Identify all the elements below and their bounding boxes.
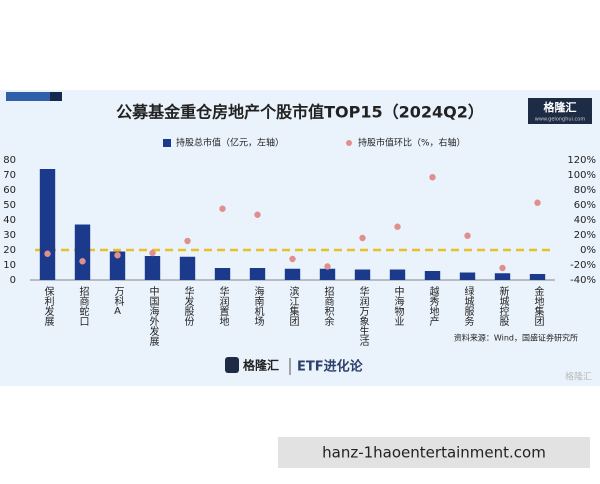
y2-tick-label: -20% (570, 260, 596, 271)
dot (499, 264, 506, 272)
dot (79, 258, 86, 265)
y-tick-label: 50 (3, 200, 16, 211)
x-tick-label: 新城控股 (497, 285, 509, 327)
x-tick-label: 海南机场 (252, 285, 264, 327)
x-tick-label: 华润置地 (217, 285, 229, 326)
y-tick-label: 60 (3, 185, 16, 196)
x-tick-label: 越秀地产 (427, 285, 439, 327)
y-tick-label: 30 (3, 230, 16, 241)
legend-label: 持股市值环比（%，右轴） (358, 137, 466, 149)
dot (44, 250, 51, 257)
y2-tick-label: 40% (574, 215, 596, 226)
url-text: hanz-1haoentertainment.com (322, 444, 546, 462)
bar (214, 268, 231, 280)
bar (284, 268, 301, 280)
y-tick-label: 0 (10, 275, 16, 286)
x-tick-label: 中海物业 (392, 285, 404, 326)
footer-logo: 格隆汇 (243, 358, 279, 373)
bar (354, 269, 371, 280)
source: 资料来源：Wind，国盛证券研究所 (454, 333, 578, 343)
bar (494, 273, 511, 280)
y-tick-label: 80 (3, 155, 16, 166)
y2-tick-label: 20% (574, 230, 596, 241)
bar (179, 256, 196, 280)
y-tick-label: 40 (3, 215, 16, 226)
dot (394, 223, 401, 230)
y2-tick-label: 80% (574, 185, 596, 196)
legend-label: 持股总市值（亿元，左轴） (176, 137, 284, 149)
footer-icon (225, 357, 239, 373)
x-tick-label: 万科A (112, 286, 124, 317)
dot (324, 263, 331, 270)
bar (74, 224, 91, 280)
bar (319, 268, 336, 280)
dot (464, 232, 471, 239)
bar (389, 269, 406, 280)
y2-tick-label: 60% (574, 200, 596, 211)
bar (459, 272, 476, 280)
legend-swatch (346, 140, 352, 146)
dot (429, 174, 436, 181)
footer-tag: ETF进化论 (297, 359, 364, 375)
y2-tick-label: -40% (570, 275, 596, 286)
logo-site: www.gelonghui.com (535, 117, 586, 123)
x-tick-label: 招商积余 (322, 285, 334, 327)
dot (219, 205, 226, 212)
decor (6, 92, 50, 101)
dot (359, 234, 366, 242)
logo: 格隆汇 (544, 100, 577, 114)
bar (144, 256, 161, 280)
y-tick-label: 10 (3, 260, 16, 271)
dot (289, 255, 296, 263)
x-tick-label: 绿城服务 (462, 285, 474, 327)
url-box (278, 437, 590, 468)
dot (184, 237, 191, 245)
bar (424, 271, 441, 280)
y2-tick-label: 120% (567, 155, 596, 166)
y-tick-label: 20 (3, 245, 16, 256)
x-tick-label: 华发股份 (182, 285, 194, 327)
x-tick-label: 华润万象生活 (357, 285, 369, 347)
legend-swatch (163, 139, 171, 147)
logo-box (528, 98, 592, 124)
dot (114, 252, 121, 259)
x-tick-label: 保利发展 (42, 285, 54, 327)
y2-tick-label: 100% (567, 170, 596, 181)
bar (249, 268, 266, 280)
dot (254, 211, 261, 218)
y-tick-label: 70 (3, 170, 16, 181)
y2-tick-label: 0% (580, 245, 596, 256)
bar (529, 274, 546, 280)
x-tick-label: 滨江集团 (287, 285, 299, 327)
bar (39, 169, 56, 280)
panel (0, 90, 600, 386)
decor (50, 92, 62, 101)
chart-title: 公募基金重仓房地产个股市值TOP15（2024Q2） (116, 103, 484, 122)
bar (109, 251, 126, 280)
dot (534, 199, 541, 206)
x-tick-label: 金地集团 (532, 285, 544, 327)
x-tick-label: 中国海外发展 (147, 285, 159, 347)
watermark: 格隆汇 (565, 371, 592, 383)
x-tick-label: 招商蛇口 (77, 285, 89, 326)
dot (149, 249, 156, 257)
